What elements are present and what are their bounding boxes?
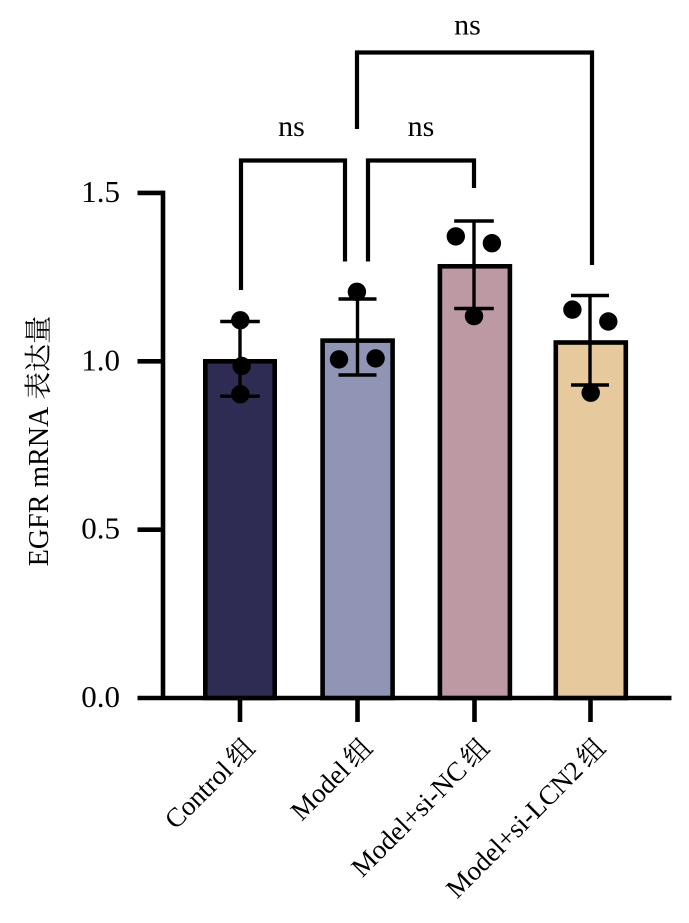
svg-text:EGFR mRNA: EGFR mRNA [24, 406, 55, 566]
svg-text:0.0: 0.0 [81, 679, 120, 714]
svg-text:ns: ns [454, 9, 481, 42]
svg-text:ns: ns [278, 110, 305, 143]
svg-text:1.5: 1.5 [81, 174, 120, 209]
svg-text:ns: ns [408, 110, 435, 143]
svg-text:1.0: 1.0 [81, 342, 120, 377]
svg-text:0.5: 0.5 [81, 511, 120, 546]
